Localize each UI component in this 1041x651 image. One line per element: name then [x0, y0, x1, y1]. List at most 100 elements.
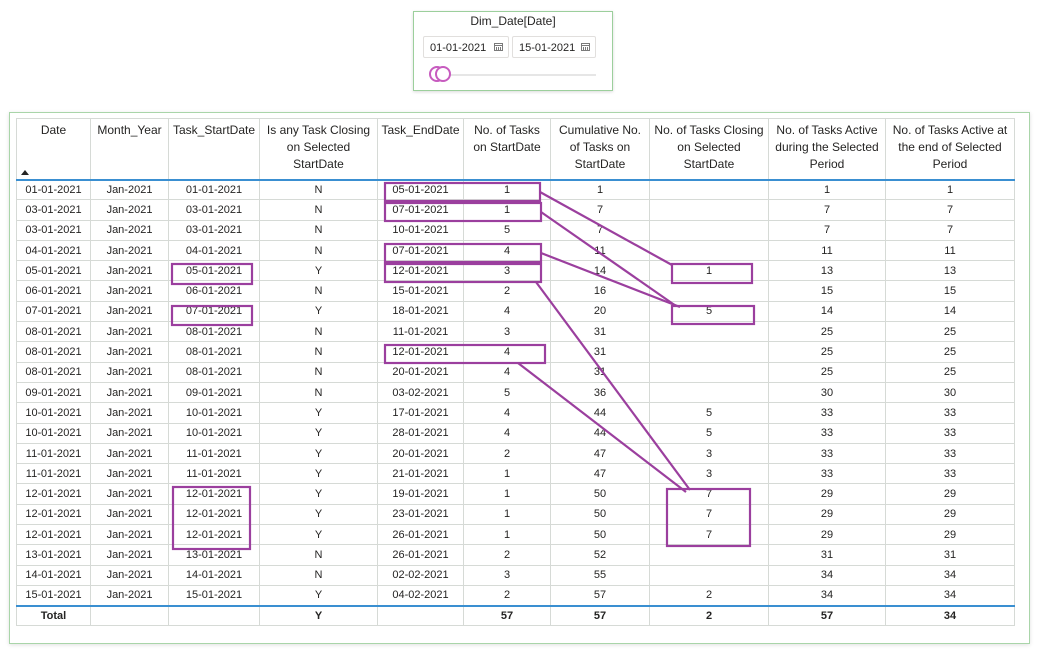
column-header-tasks-active-end[interactable]: No. of Tasks Active at the end of Select…: [885, 118, 1015, 181]
cell-tasks-on-startdate: 2: [463, 544, 551, 566]
column-header-task-enddate[interactable]: Task_EndDate: [377, 118, 464, 181]
cell-task-startdate: 12-01-2021: [168, 483, 260, 505]
cell-active-during: 34: [768, 585, 886, 607]
cell-cumulative: 52: [550, 544, 650, 566]
column-header-tasks-closing[interactable]: No. of Tasks Closing on Selected StartDa…: [649, 118, 769, 181]
column-header-tasks-on-startdate[interactable]: No. of Tasks on StartDate: [463, 118, 551, 181]
table-row[interactable]: 07-01-2021 Jan-2021 07-01-2021 Y 18-01-2021 4…: [16, 301, 1015, 323]
cell-tasks-on-startdate: 1: [463, 199, 551, 221]
cell-month-year: Jan-2021: [90, 240, 169, 262]
table-row[interactable]: 12-01-2021 Jan-2021 12-01-2021 Y 19-01-2021 1…: [16, 483, 1015, 505]
cell-tasks-on-startdate: 1: [463, 483, 551, 505]
slider-end-handle[interactable]: [435, 66, 451, 82]
cell-cumulative: 7: [550, 220, 650, 241]
cell-is-closing: N: [259, 280, 378, 302]
cell-task-enddate: 20-01-2021: [377, 362, 464, 383]
cell-cumulative: 31: [550, 341, 650, 363]
cell-cumulative: 57: [550, 585, 650, 607]
cell-task-enddate: 12-01-2021: [377, 260, 464, 282]
table-row[interactable]: 08-01-2021 Jan-2021 08-01-2021 N 11-01-2021 3…: [16, 321, 1015, 343]
table-row[interactable]: 14-01-2021 Jan-2021 14-01-2021 N 02-02-2021 3…: [16, 565, 1015, 586]
cell-task-startdate: 10-01-2021: [168, 423, 260, 444]
table-row[interactable]: 15-01-2021 Jan-2021 15-01-2021 Y 04-02-2021 2…: [16, 585, 1015, 607]
column-header-month-year[interactable]: Month_Year: [90, 118, 169, 181]
cell-task-startdate: 09-01-2021: [168, 382, 260, 404]
table-row[interactable]: 12-01-2021 Jan-2021 12-01-2021 Y 26-01-2021 1…: [16, 524, 1015, 546]
cell-active-during: 31: [768, 544, 886, 566]
cell-tasks-on-startdate: 3: [463, 321, 551, 343]
column-header-label: Cumulative No. of Tasks on StartDate: [558, 123, 642, 171]
cell-date: 01-01-2021: [16, 179, 91, 201]
date-slicer: Dim_Date[Date] 01-01-2021 15-01-2021: [413, 11, 613, 91]
cell-tasks-on-startdate: 4: [463, 341, 551, 363]
cell-task-enddate: 17-01-2021: [377, 402, 464, 424]
sort-ascending-icon[interactable]: [21, 169, 29, 175]
date-range-slider-track[interactable]: [436, 74, 596, 76]
cell-month-year: Jan-2021: [90, 544, 169, 566]
column-header-cumulative-tasks[interactable]: Cumulative No. of Tasks on StartDate: [550, 118, 650, 181]
cell-active-during: 25: [768, 321, 886, 343]
column-header-tasks-active-during[interactable]: No. of Tasks Active during the Selected …: [768, 118, 886, 181]
cell-month-year: Jan-2021: [90, 524, 169, 546]
cell-active-during: 13: [768, 260, 886, 282]
cell-tasks-closing: [649, 341, 769, 363]
table-row[interactable]: 01-01-2021 Jan-2021 01-01-2021 N 05-01-2021 1…: [16, 179, 1015, 201]
column-header-task-startdate[interactable]: Task_StartDate: [168, 118, 260, 181]
table-row[interactable]: 09-01-2021 Jan-2021 09-01-2021 N 03-02-2021 5…: [16, 382, 1015, 404]
cell-active-end: 33: [885, 463, 1015, 485]
table-row[interactable]: 10-01-2021 Jan-2021 10-01-2021 Y 28-01-2021 4…: [16, 423, 1015, 444]
cell-active-during: 7: [768, 220, 886, 241]
column-header-label: No. of Tasks Active during the Selected …: [775, 123, 879, 171]
cell-task-enddate: 02-02-2021: [377, 565, 464, 586]
cell-date: 14-01-2021: [16, 565, 91, 586]
column-header-is-task-closing[interactable]: Is any Task Closing on Selected StartDat…: [259, 118, 378, 181]
cell-task-startdate: 11-01-2021: [168, 463, 260, 485]
cell-task-enddate: 21-01-2021: [377, 463, 464, 485]
table-row[interactable]: 04-01-2021 Jan-2021 04-01-2021 N 07-01-2021 4…: [16, 240, 1015, 262]
cell-is-closing: N: [259, 179, 378, 201]
cell-month-year: Jan-2021: [90, 423, 169, 444]
table-row[interactable]: 11-01-2021 Jan-2021 11-01-2021 Y 21-01-2021 1…: [16, 463, 1015, 485]
table-row[interactable]: 06-01-2021 Jan-2021 06-01-2021 N 15-01-2021 2…: [16, 280, 1015, 302]
table-row[interactable]: 13-01-2021 Jan-2021 13-01-2021 N 26-01-2021 2…: [16, 544, 1015, 566]
table-row[interactable]: 10-01-2021 Jan-2021 10-01-2021 Y 17-01-2021 4…: [16, 402, 1015, 424]
cell-task-enddate: 12-01-2021: [377, 341, 464, 363]
table-row[interactable]: 11-01-2021 Jan-2021 11-01-2021 Y 20-01-2021 2…: [16, 443, 1015, 465]
cell-tasks-on-startdate: 1: [463, 504, 551, 526]
cell-active-end: 33: [885, 423, 1015, 444]
table-row[interactable]: 08-01-2021 Jan-2021 08-01-2021 N 20-01-2021 4…: [16, 362, 1015, 383]
cell-is-closing: Y: [259, 585, 378, 607]
column-header-date[interactable]: Date: [16, 118, 91, 181]
end-date-input[interactable]: 15-01-2021: [512, 36, 596, 58]
cell-task-startdate: 01-01-2021: [168, 179, 260, 201]
cell-active-during: 7: [768, 199, 886, 221]
cell-tasks-closing: 7: [649, 504, 769, 526]
calendar-icon[interactable]: [494, 43, 503, 51]
table-row[interactable]: 03-01-2021 Jan-2021 03-01-2021 N 07-01-2021 1…: [16, 199, 1015, 221]
cell-tasks-closing: 7: [649, 524, 769, 546]
cell-is-closing: Y: [259, 260, 378, 282]
cell-cumulative: 31: [550, 362, 650, 383]
cell-month-year: Jan-2021: [90, 220, 169, 241]
cell-month-year: Jan-2021: [90, 463, 169, 485]
cell-task-enddate: 10-01-2021: [377, 220, 464, 241]
cell-active-during: 33: [768, 423, 886, 444]
cell-cumulative: 16: [550, 280, 650, 302]
cell-active-during: 33: [768, 443, 886, 465]
total-cell-task-startdate: [168, 604, 260, 627]
start-date-input[interactable]: 01-01-2021: [423, 36, 509, 58]
cell-active-during: 33: [768, 463, 886, 485]
table-row[interactable]: 05-01-2021 Jan-2021 05-01-2021 Y 12-01-2021 3…: [16, 260, 1015, 282]
cell-tasks-on-startdate: 4: [463, 423, 551, 444]
cell-tasks-closing: 3: [649, 443, 769, 465]
cell-is-closing: N: [259, 565, 378, 586]
cell-tasks-on-startdate: 2: [463, 443, 551, 465]
cell-active-during: 25: [768, 341, 886, 363]
cell-active-end: 15: [885, 280, 1015, 302]
calendar-icon[interactable]: [581, 43, 590, 51]
cell-cumulative: 36: [550, 382, 650, 404]
table-row[interactable]: 08-01-2021 Jan-2021 08-01-2021 N 12-01-2021 4…: [16, 341, 1015, 363]
table-row[interactable]: 12-01-2021 Jan-2021 12-01-2021 Y 23-01-2021 1…: [16, 504, 1015, 526]
table-row[interactable]: 03-01-2021 Jan-2021 03-01-2021 N 10-01-2021 5…: [16, 220, 1015, 241]
cell-tasks-on-startdate: 3: [463, 260, 551, 282]
